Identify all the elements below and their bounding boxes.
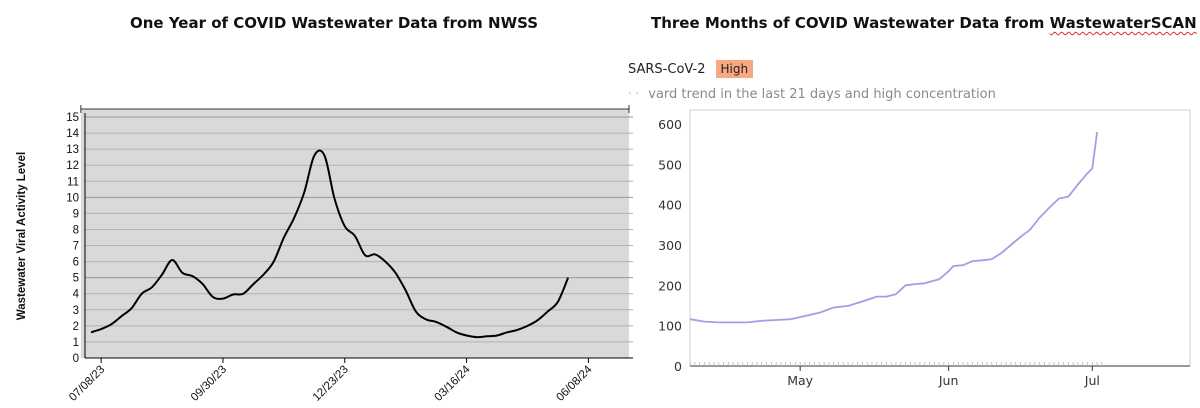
virus-label: SARS-CoV-2: [628, 61, 706, 77]
y-tick-label: 5: [73, 273, 79, 285]
x-tick-label: Jul: [1084, 373, 1100, 388]
y-tick-label: 11: [67, 176, 79, 188]
y-tick-label: 3: [73, 305, 79, 317]
x-tick-label: Jun: [938, 373, 959, 388]
series-line: [90, 149, 570, 339]
shaded-period: [80, 109, 629, 358]
y-tick-label: 4: [73, 289, 80, 301]
chart-title-right-source: WastewaterSCAN: [1049, 14, 1197, 32]
y-tick-label: 100: [658, 319, 682, 334]
y-tick-label: 2: [73, 321, 79, 333]
series-line: [689, 131, 1098, 324]
y-tick-label: 600: [658, 117, 682, 132]
y-tick-label: 400: [658, 198, 682, 213]
chart-title-right: Three Months of COVID Wastewater Data fr…: [651, 14, 1197, 32]
trend-description: ·· vard trend in the last 21 days and hig…: [628, 87, 996, 102]
y-tick-label: 200: [658, 278, 682, 293]
trend-fragment: ··: [628, 87, 643, 102]
plot-frame: [689, 109, 1191, 367]
y-tick-label: 7: [73, 241, 79, 253]
y-tick-label: 0: [674, 359, 682, 374]
y-tick-label: 500: [658, 157, 682, 172]
y-tick-label: 9: [73, 208, 79, 220]
y-tick-label: 12: [66, 160, 79, 172]
trend-text: vard trend in the last 21 days and high …: [648, 87, 996, 102]
x-tick-label: May: [787, 373, 813, 388]
level-badge: High: [715, 60, 754, 78]
y-tick-label: 14: [66, 128, 79, 140]
y-tick-label: 300: [658, 238, 682, 253]
y-tick-label: 6: [73, 257, 79, 269]
y-tick-label: 13: [66, 144, 79, 156]
chart-title-left: One Year of COVID Wastewater Data from N…: [130, 14, 539, 32]
y-tick-label: 10: [66, 192, 79, 204]
virus-header: SARS-CoV-2 High: [628, 58, 754, 80]
y-tick-label: 8: [73, 224, 79, 236]
y-tick-label: 0: [73, 353, 79, 365]
y-tick-label: 1: [73, 337, 79, 349]
chart-title-right-main: Three Months of COVID Wastewater Data fr…: [651, 14, 1050, 32]
y-tick-label: 15: [66, 112, 79, 124]
